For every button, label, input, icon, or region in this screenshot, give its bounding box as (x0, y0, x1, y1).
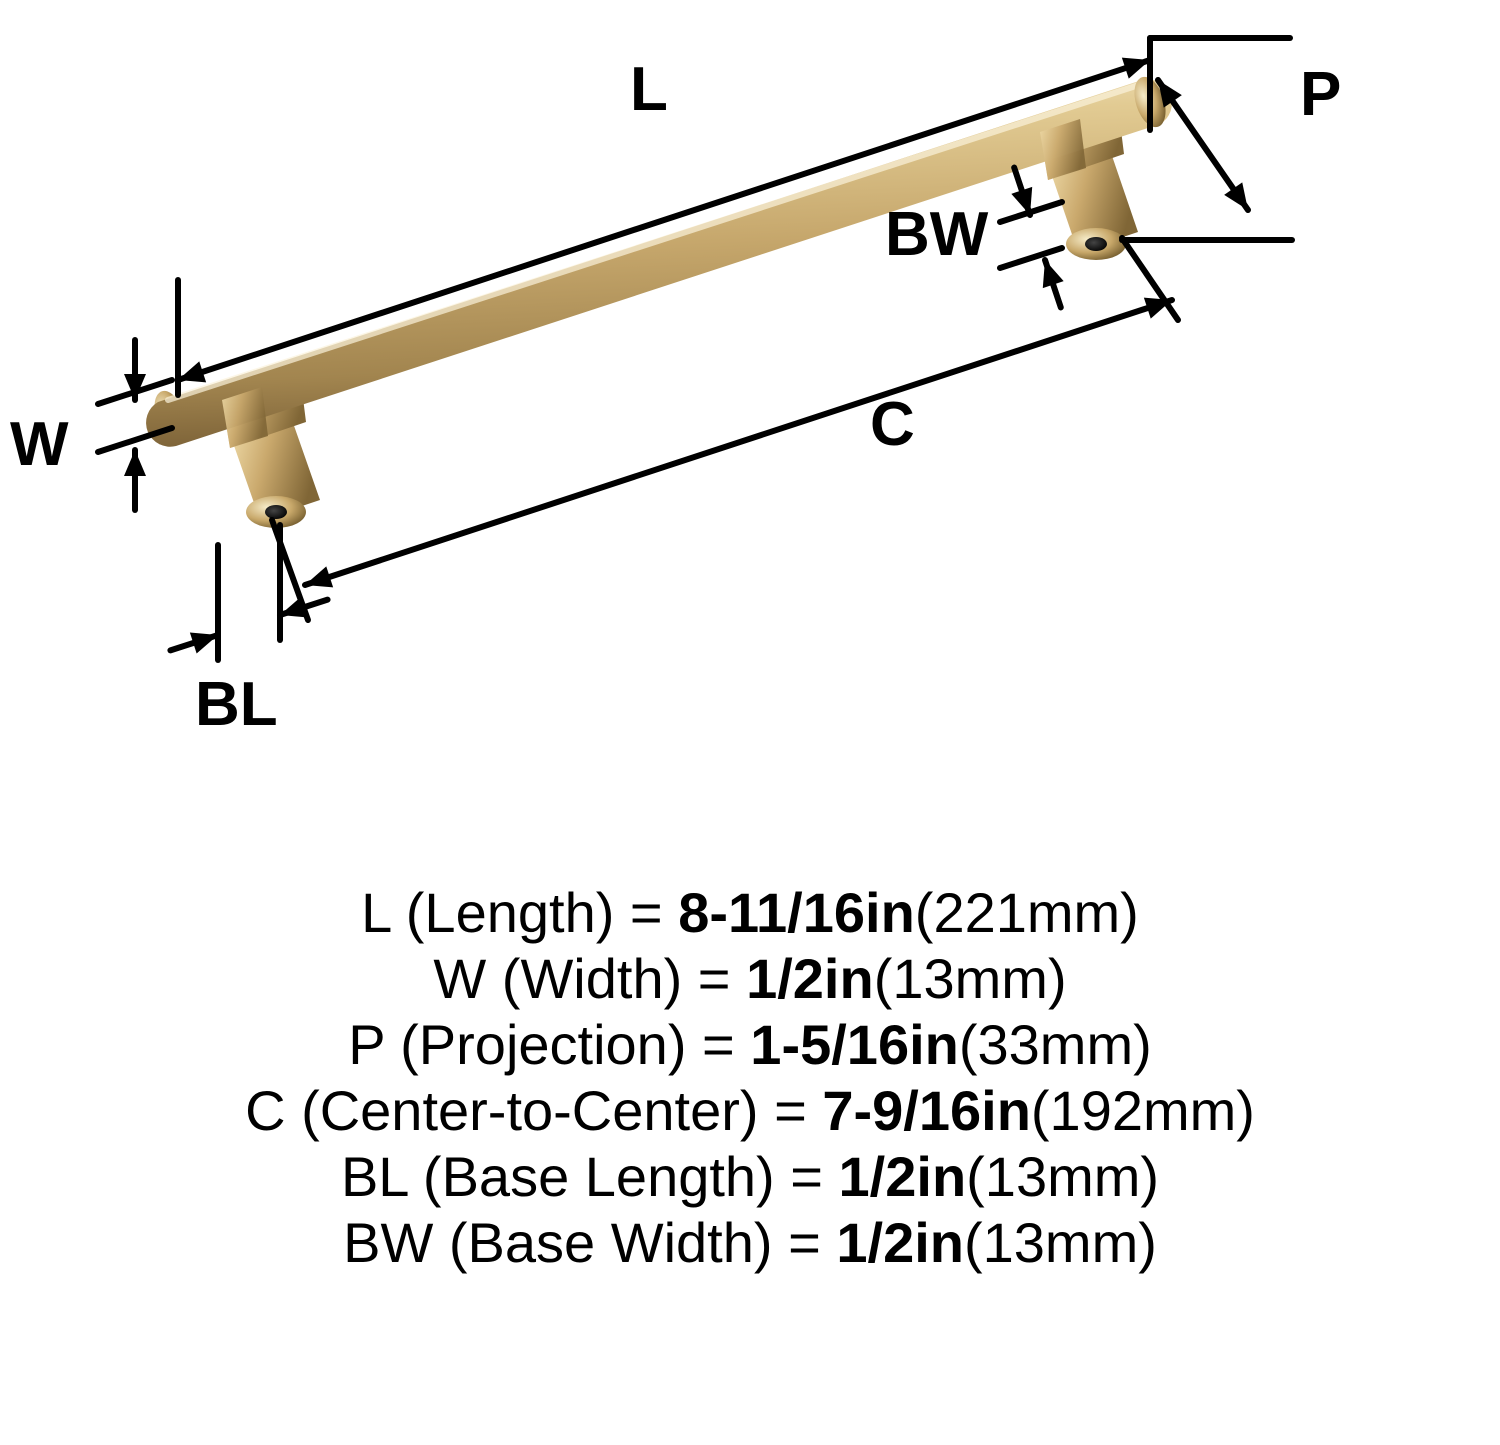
dim-label-l: L (630, 54, 668, 125)
legend-unit: (33mm) (959, 1013, 1152, 1076)
spec-legend: L (Length) = 8-11/16in(221mm)W (Width) =… (0, 880, 1500, 1276)
legend-row: BL (Base Length) = 1/2in(13mm) (0, 1144, 1500, 1210)
legend-key: BW (Base Width) = (343, 1211, 836, 1274)
legend-unit: (13mm) (964, 1211, 1157, 1274)
legend-value: 1/2in (836, 1211, 964, 1274)
legend-key: W (Width) = (433, 947, 746, 1010)
dim-label-bl: BL (195, 669, 278, 740)
legend-row: L (Length) = 8-11/16in(221mm) (0, 880, 1500, 946)
legend-row: C (Center-to-Center) = 7-9/16in(192mm) (0, 1078, 1500, 1144)
legend-key: BL (Base Length) = (341, 1145, 839, 1208)
canvas: LPBWCWBL L (Length) = 8-11/16in(221mm)W … (0, 0, 1500, 1445)
dim-label-p: P (1300, 59, 1341, 130)
legend-unit: (221mm) (915, 881, 1139, 944)
legend-key: P (Projection) = (348, 1013, 750, 1076)
legend-row: W (Width) = 1/2in(13mm) (0, 946, 1500, 1012)
legend-value: 8-11/16in (678, 881, 915, 944)
legend-key: C (Center-to-Center) = (245, 1079, 822, 1142)
dim-label-w: W (10, 409, 69, 480)
legend-row: BW (Base Width) = 1/2in(13mm) (0, 1210, 1500, 1276)
legend-value: 1/2in (839, 1145, 967, 1208)
legend-value: 7-9/16in (822, 1079, 1031, 1142)
legend-value: 1-5/16in (750, 1013, 959, 1076)
legend-value: 1/2in (746, 947, 874, 1010)
handle-illustration (146, 73, 1172, 528)
legend-unit: (192mm) (1031, 1079, 1255, 1142)
dim-label-c: C (870, 389, 915, 460)
legend-unit: (13mm) (966, 1145, 1159, 1208)
legend-key: L (Length) = (361, 881, 678, 944)
dim-label-bw: BW (885, 199, 988, 270)
legend-row: P (Projection) = 1-5/16in(33mm) (0, 1012, 1500, 1078)
legend-unit: (13mm) (874, 947, 1067, 1010)
